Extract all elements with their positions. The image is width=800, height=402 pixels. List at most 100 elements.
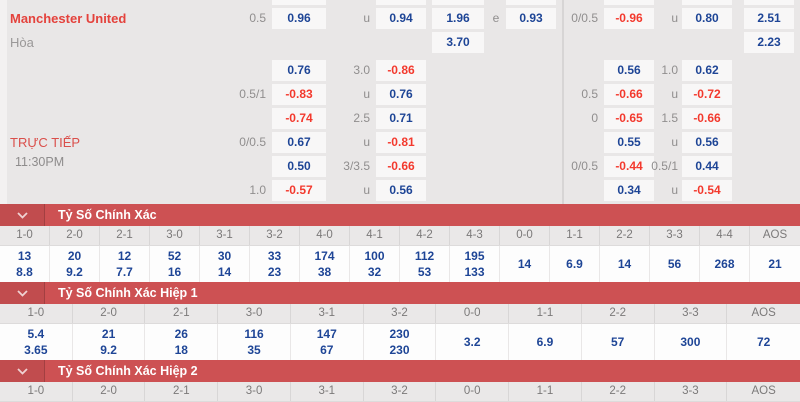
fh-1x2-odds[interactable]: 2.51 xyxy=(744,8,794,29)
score-odds-cell[interactable]: 147 67 xyxy=(291,324,364,360)
score-odds-cell[interactable]: 3.2 xyxy=(436,324,510,360)
score-header: 2-1 xyxy=(145,382,219,401)
score-odds-cell[interactable]: 21 xyxy=(750,246,800,282)
score-odds-cell[interactable]: 12 7.7 xyxy=(100,246,150,282)
fh-handicap-odds[interactable]: -0.44 xyxy=(604,156,654,177)
ft-overunder-odds[interactable]: 0.56 xyxy=(376,180,426,201)
ft-overunder-odds[interactable]: 0.76 xyxy=(376,84,426,105)
fh-overunder-line-label: u xyxy=(671,87,678,101)
ft-overunder-odds[interactable]: -0.86 xyxy=(376,60,426,81)
section-title: Tỷ Số Chính Xác Hiệp 2 xyxy=(58,364,198,378)
fh-overunder-odds[interactable]: -0.72 xyxy=(682,84,732,105)
score-odds-cell[interactable]: 21 9.2 xyxy=(73,324,146,360)
fh-handicap-odds[interactable]: 0.56 xyxy=(604,60,654,81)
score-odds-value: 300 xyxy=(680,335,701,349)
section-collapse-toggle[interactable] xyxy=(0,282,45,304)
score-header: 2-1 xyxy=(100,226,150,245)
fh-handicap-line-label: 0/0.5 xyxy=(571,159,598,173)
fh-handicap-odds[interactable]: -0.66 xyxy=(604,84,654,105)
odds-row: Hòa 3.70 2.23 xyxy=(0,32,800,53)
ft-extra-odds[interactable]: 0.93 xyxy=(506,8,556,29)
score-odds-cell[interactable]: 230 230 xyxy=(364,324,437,360)
ft-overunder-odds[interactable]: 0.94 xyxy=(376,8,426,29)
score-odds-cell[interactable]: 268 xyxy=(700,246,750,282)
score-odds-cell[interactable]: 112 53 xyxy=(400,246,450,282)
score-header: 2-2 xyxy=(582,304,655,323)
fh-handicap-odds[interactable]: 0.55 xyxy=(604,132,654,153)
cutoff-row-cell-sliver xyxy=(272,0,326,5)
score-odds-home: 5.4 xyxy=(27,327,45,341)
fh-overunder-odds[interactable]: 0.56 xyxy=(682,132,732,153)
odds-row: 1.0 -0.57 u 0.56 0.34 u -0.54 xyxy=(0,180,800,201)
chevron-down-icon xyxy=(16,289,28,297)
fh-handicap-line-label: 0/0.5 xyxy=(571,11,598,25)
score-odds-cell[interactable]: 174 38 xyxy=(300,246,350,282)
score-odds-cell[interactable]: 14 xyxy=(600,246,650,282)
ft-handicap-odds[interactable]: -0.83 xyxy=(272,84,326,105)
section-collapse-toggle[interactable] xyxy=(0,204,45,226)
score-odds-value: 3.2 xyxy=(463,335,481,349)
score-odds-away: 8.8 xyxy=(16,265,33,279)
fh-overunder-odds[interactable]: 0.62 xyxy=(682,60,732,81)
score-odds-home: 33 xyxy=(267,249,282,263)
ft-handicap-line-label: 0.5/1 xyxy=(239,87,266,101)
score-odds-value: 56 xyxy=(667,257,682,271)
score-odds-value: 6.9 xyxy=(536,335,554,349)
ft-handicap-odds[interactable]: 0.76 xyxy=(272,60,326,81)
score-odds-cell[interactable]: 13 8.8 xyxy=(0,246,50,282)
fh-overunder-line-label: u xyxy=(671,11,678,25)
score-header: 4-1 xyxy=(350,226,400,245)
score-header: 4-3 xyxy=(450,226,500,245)
section-header: Tỷ Số Chính Xác Hiệp 1 xyxy=(0,282,800,304)
section-collapse-toggle[interactable] xyxy=(0,360,45,382)
ft-overunder-odds[interactable]: -0.81 xyxy=(376,132,426,153)
fh-overunder-odds[interactable]: 0.80 xyxy=(682,8,732,29)
score-odds-cell[interactable]: 30 14 xyxy=(200,246,250,282)
score-odds-cell[interactable]: 52 16 xyxy=(150,246,200,282)
score-odds-cell[interactable]: 56 xyxy=(650,246,700,282)
ft-overunder-odds[interactable]: 0.71 xyxy=(376,108,426,129)
score-odds-cell[interactable]: 6.9 xyxy=(509,324,582,360)
cutoff-row-cell-sliver xyxy=(682,0,732,5)
score-odds-cell[interactable]: 26 18 xyxy=(145,324,219,360)
score-odds-cell[interactable]: 20 9.2 xyxy=(50,246,100,282)
team-name: Manchester United xyxy=(10,11,127,26)
score-header: 0-0 xyxy=(436,382,510,401)
score-header: 2-1 xyxy=(145,304,219,323)
score-odds-home: 112 xyxy=(414,249,435,263)
score-odds-value: 21 xyxy=(768,257,782,271)
ft-handicap-odds[interactable]: 0.50 xyxy=(272,156,326,177)
fh-handicap-odds[interactable]: 0.34 xyxy=(604,180,654,201)
score-odds-cell[interactable]: 57 xyxy=(582,324,655,360)
score-odds-away: 23 xyxy=(267,265,282,279)
score-header: 1-1 xyxy=(509,382,582,401)
ft-overunder-line-label: u xyxy=(363,183,370,197)
fh-overunder-odds[interactable]: -0.66 xyxy=(682,108,732,129)
score-odds-home: 13 xyxy=(17,249,32,263)
fh-handicap-odds[interactable]: -0.96 xyxy=(604,8,654,29)
ft-overunder-odds[interactable]: -0.66 xyxy=(376,156,426,177)
score-odds-cell[interactable]: 72 xyxy=(727,324,800,360)
fh-overunder-line-label: 1.0 xyxy=(661,63,678,77)
ft-handicap-odds[interactable]: -0.57 xyxy=(272,180,326,201)
score-odds-cell[interactable]: 116 35 xyxy=(218,324,291,360)
score-odds-away: 3.65 xyxy=(24,343,48,357)
ft-handicap-odds[interactable]: 0.67 xyxy=(272,132,326,153)
ft-handicap-odds[interactable]: 0.96 xyxy=(272,8,326,29)
score-odds-cell[interactable]: 195 133 xyxy=(450,246,500,282)
fh-overunder-line-label: u xyxy=(671,183,678,197)
ft-1x2-odds[interactable]: 3.70 xyxy=(432,32,484,53)
score-odds-cell[interactable]: 300 xyxy=(655,324,728,360)
ft-handicap-odds[interactable]: -0.74 xyxy=(272,108,326,129)
fh-overunder-odds[interactable]: -0.54 xyxy=(682,180,732,201)
fh-handicap-odds[interactable]: -0.65 xyxy=(604,108,654,129)
score-odds-cell[interactable]: 33 23 xyxy=(250,246,300,282)
score-odds-cell[interactable]: 14 xyxy=(500,246,550,282)
score-odds-cell[interactable]: 100 32 xyxy=(350,246,400,282)
score-odds-cell[interactable]: 5.4 3.65 xyxy=(0,324,73,360)
score-odds-cell[interactable]: 6.9 xyxy=(550,246,600,282)
ft-1x2-odds[interactable]: 1.96 xyxy=(432,8,484,29)
fh-1x2-odds[interactable]: 2.23 xyxy=(744,32,794,53)
fh-overunder-odds[interactable]: 0.44 xyxy=(682,156,732,177)
ft-overunder-line-label: 3.0 xyxy=(353,63,370,77)
